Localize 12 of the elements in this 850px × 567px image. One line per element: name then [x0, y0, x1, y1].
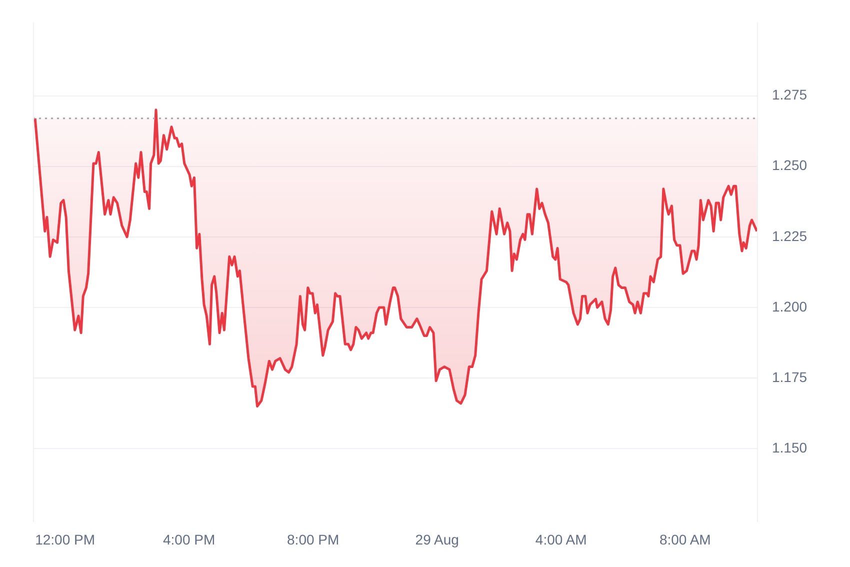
x-tick-label: 4:00 PM [162, 531, 216, 548]
y-tick-label: 1.150 [772, 439, 808, 456]
x-tick-label: 12:00 PM [35, 531, 96, 548]
y-tick-label: 1.225 [772, 228, 808, 244]
y-tick-label: 1.200 [772, 298, 808, 314]
x-tick-label: 8:00 PM [287, 531, 340, 548]
y-tick-label: 1.175 [772, 368, 808, 385]
y-tick-label: 1.275 [772, 86, 808, 103]
x-tick-label: 29 Aug [415, 531, 459, 548]
y-tick-label: 1.250 [772, 157, 808, 174]
x-tick-label: 8:00 AM [659, 531, 711, 548]
x-tick-label: 4:00 AM [535, 531, 587, 548]
